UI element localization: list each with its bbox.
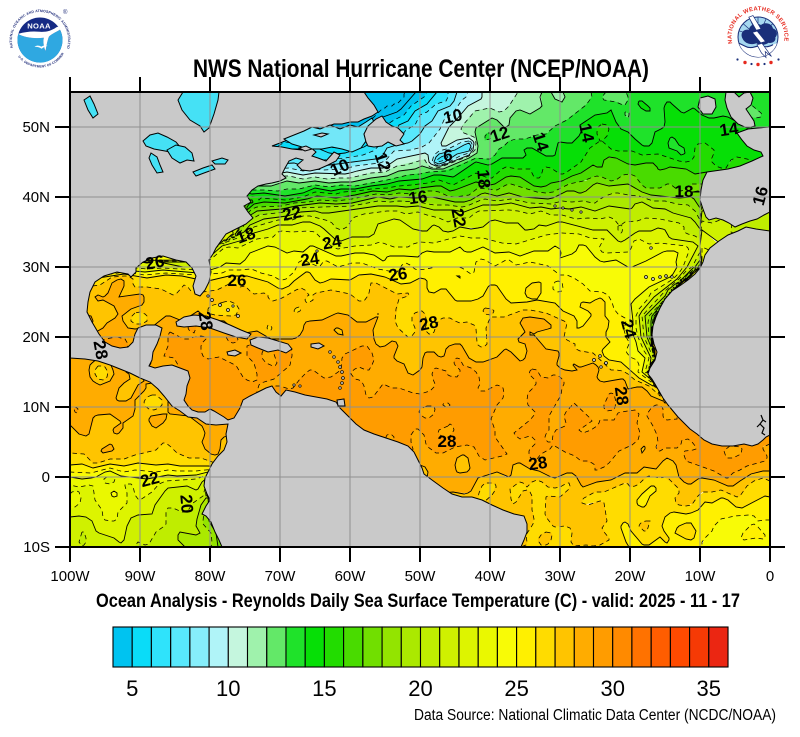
svg-text:0: 0: [766, 568, 774, 585]
svg-text:28: 28: [89, 339, 111, 361]
svg-text:14: 14: [575, 122, 598, 145]
svg-text:80W: 80W: [195, 568, 227, 585]
svg-text:26: 26: [387, 264, 408, 285]
svg-text:6: 6: [443, 146, 452, 165]
svg-text:12: 12: [488, 123, 512, 147]
svg-text:20W: 20W: [615, 568, 647, 585]
svg-text:0: 0: [42, 469, 50, 486]
svg-text:22: 22: [138, 468, 161, 491]
svg-text:35: 35: [697, 676, 721, 701]
svg-text:Ocean Analysis - Reynolds Dail: Ocean Analysis - Reynolds Daily Sea Surf…: [96, 591, 740, 612]
svg-text:30W: 30W: [545, 568, 577, 585]
svg-text:10S: 10S: [23, 539, 50, 556]
svg-text:30: 30: [600, 676, 624, 701]
svg-text:10: 10: [442, 105, 464, 128]
svg-text:14: 14: [718, 119, 740, 141]
svg-text:50W: 50W: [405, 568, 437, 585]
svg-text:NWS National Hurricane Center: NWS National Hurricane Center (NCEP/NOAA…: [193, 55, 649, 83]
svg-text:®: ®: [63, 9, 68, 16]
svg-text:90W: 90W: [125, 568, 157, 585]
svg-text:100W: 100W: [50, 568, 90, 585]
svg-text:40W: 40W: [475, 568, 507, 585]
svg-text:Data Source: National Climatic: Data Source: National Climatic Data Cent…: [414, 707, 776, 724]
svg-text:24: 24: [617, 317, 640, 341]
svg-text:20N: 20N: [22, 329, 50, 346]
svg-text:24: 24: [321, 231, 343, 253]
svg-text:16: 16: [407, 187, 428, 208]
svg-text:26: 26: [228, 271, 247, 290]
svg-text:10: 10: [216, 676, 240, 701]
svg-text:40N: 40N: [22, 189, 50, 206]
svg-text:18: 18: [675, 182, 694, 201]
svg-text:20: 20: [176, 494, 197, 515]
svg-text:22: 22: [447, 207, 469, 229]
svg-text:28: 28: [194, 310, 216, 332]
svg-text:28: 28: [527, 453, 548, 474]
svg-text:10W: 10W: [685, 568, 717, 585]
svg-text:28: 28: [418, 312, 440, 335]
svg-text:25: 25: [504, 676, 528, 701]
svg-text:70W: 70W: [265, 568, 297, 585]
svg-text:16: 16: [749, 184, 772, 207]
svg-text:28: 28: [438, 432, 457, 451]
svg-text:24: 24: [299, 249, 321, 271]
svg-text:50N: 50N: [22, 119, 50, 136]
svg-text:28: 28: [611, 385, 632, 406]
svg-text:22: 22: [281, 202, 303, 225]
svg-text:15: 15: [312, 676, 336, 701]
svg-text:NOAA: NOAA: [27, 22, 51, 31]
svg-text:60W: 60W: [335, 568, 367, 585]
svg-text:10N: 10N: [22, 399, 50, 416]
svg-text:20: 20: [408, 676, 432, 701]
svg-text:30N: 30N: [22, 259, 50, 276]
svg-text:5: 5: [126, 676, 138, 701]
svg-text:26: 26: [144, 252, 166, 274]
svg-text:18: 18: [473, 169, 494, 190]
svg-text:12: 12: [371, 150, 395, 174]
